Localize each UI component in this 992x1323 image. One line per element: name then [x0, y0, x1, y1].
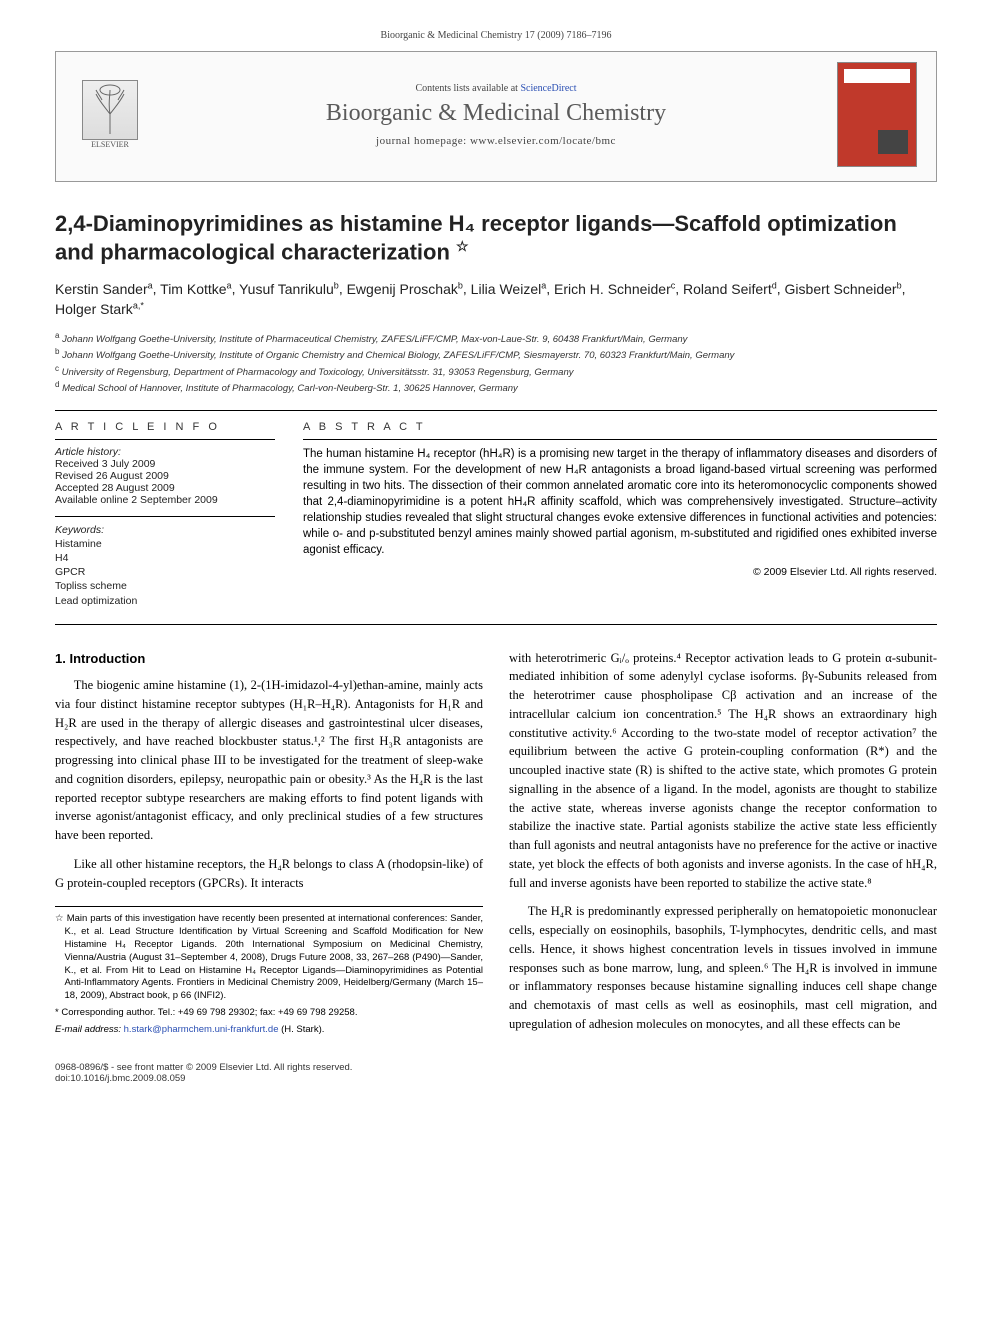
author: Lilia Weizela [471, 281, 547, 297]
body-two-column: 1. Introduction The biogenic amine hista… [55, 649, 937, 1043]
author: Ewgenij Proschakb [347, 281, 463, 297]
email-label: E-mail address: [55, 1024, 121, 1035]
keywords: Keywords: Histamine H4 GPCR Topliss sche… [55, 523, 275, 608]
footnote-corresponding: * Corresponding author. Tel.: +49 69 798… [55, 1007, 483, 1020]
keyword: Topliss scheme [55, 579, 275, 593]
article-info-column: A R T I C L E I N F O Article history: R… [55, 421, 275, 618]
title-footnote-star-icon: ☆ [456, 238, 469, 254]
keyword: Lead optimization [55, 594, 275, 608]
footnote-star: ☆ Main parts of this investigation have … [55, 913, 483, 1003]
elsevier-logo: ELSEVIER [70, 70, 150, 160]
homepage-label: journal homepage: [376, 135, 470, 147]
journal-name: Bioorganic & Medicinal Chemistry [167, 100, 825, 127]
article-info-head: A R T I C L E I N F O [55, 421, 275, 433]
article-history: Article history: Received 3 July 2009 Re… [55, 446, 275, 506]
body-paragraph: The H₄R is predominantly expressed perip… [509, 902, 937, 1033]
author: Kerstin Sandera [55, 281, 153, 297]
sciencedirect-link[interactable]: ScienceDirect [520, 83, 576, 94]
affiliation: c University of Regensburg, Department o… [55, 363, 937, 379]
footer-copyright: 0968-0896/$ - see front matter © 2009 El… [55, 1062, 937, 1073]
footnote-email: E-mail address: h.stark@pharmchem.uni-fr… [55, 1024, 483, 1037]
abstract-text: The human histamine H₄ receptor (hH₄R) i… [303, 446, 937, 559]
history-item: Received 3 July 2009 [55, 458, 275, 470]
body-paragraph: with heterotrimeric Gᵢ/ₒ proteins.⁴ Rece… [509, 649, 937, 893]
separator-rule [55, 410, 937, 411]
history-item: Revised 26 August 2009 [55, 470, 275, 482]
publisher-name: ELSEVIER [91, 140, 129, 149]
info-rule [55, 516, 275, 517]
footnotes: ☆ Main parts of this investigation have … [55, 906, 483, 1036]
history-item: Accepted 28 August 2009 [55, 482, 275, 494]
journal-header-box: ELSEVIER Contents lists available at Sci… [55, 51, 937, 182]
contents-prefix: Contents lists available at [415, 83, 520, 94]
author: Roland Seifertd [683, 281, 777, 297]
affiliation: b Johann Wolfgang Goethe-University, Ins… [55, 346, 937, 362]
homepage-url[interactable]: www.elsevier.com/locate/bmc [470, 135, 616, 147]
authors-list: Kerstin Sandera, Tim Kottkea, Yusuf Tanr… [55, 279, 937, 320]
article-title: 2,4-Diaminopyrimidines as histamine H₄ r… [55, 210, 937, 265]
page-footer: 0968-0896/$ - see front matter © 2009 El… [55, 1062, 937, 1084]
journal-homepage: journal homepage: www.elsevier.com/locat… [167, 135, 825, 147]
author: Tim Kottkea [160, 281, 231, 297]
affiliation: d Medical School of Hannover, Institute … [55, 379, 937, 395]
email-suffix: (H. Stark). [281, 1024, 324, 1035]
affiliation: a Johann Wolfgang Goethe-University, Ins… [55, 330, 937, 346]
history-item: Available online 2 September 2009 [55, 494, 275, 506]
info-abstract-row: A R T I C L E I N F O Article history: R… [55, 421, 937, 618]
author: Gisbert Schneiderb [785, 281, 902, 297]
separator-rule [55, 624, 937, 625]
journal-center: Contents lists available at ScienceDirec… [167, 83, 825, 147]
keyword: GPCR [55, 565, 275, 579]
abstract-rule [303, 439, 937, 440]
section-heading: 1. Introduction [55, 649, 483, 669]
affiliations: a Johann Wolfgang Goethe-University, Ins… [55, 330, 937, 396]
keyword: H4 [55, 551, 275, 565]
author: Holger Starka,* [55, 301, 144, 317]
body-paragraph: Like all other histamine receptors, the … [55, 855, 483, 893]
journal-cover-thumb [837, 62, 917, 167]
abstract-head: A B S T R A C T [303, 421, 937, 433]
history-label: Article history: [55, 446, 275, 458]
abstract-column: A B S T R A C T The human histamine H₄ r… [303, 421, 937, 618]
info-rule [55, 439, 275, 440]
keywords-label: Keywords: [55, 523, 275, 537]
footer-doi: doi:10.1016/j.bmc.2009.08.059 [55, 1073, 937, 1084]
title-text: 2,4-Diaminopyrimidines as histamine H₄ r… [55, 211, 897, 264]
contents-line: Contents lists available at ScienceDirec… [167, 83, 825, 94]
author: Erich H. Schneiderc [554, 281, 675, 297]
keyword: Histamine [55, 537, 275, 551]
running-header: Bioorganic & Medicinal Chemistry 17 (200… [55, 30, 937, 41]
author: Yusuf Tanrikulub [239, 281, 339, 297]
abstract-copyright: © 2009 Elsevier Ltd. All rights reserved… [303, 566, 937, 578]
corresponding-email-link[interactable]: h.stark@pharmchem.uni-frankfurt.de [124, 1024, 279, 1035]
body-paragraph: The biogenic amine histamine (1), 2-(1H-… [55, 676, 483, 845]
elsevier-tree-icon [82, 80, 138, 140]
